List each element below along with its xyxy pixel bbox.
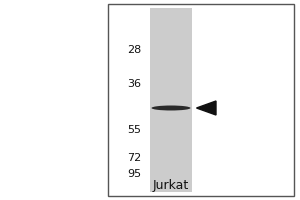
Text: 72: 72 [127, 153, 141, 163]
Polygon shape [196, 101, 216, 115]
Ellipse shape [152, 106, 190, 110]
Bar [108, 4, 294, 196]
Text: 55: 55 [127, 125, 141, 135]
Text: 28: 28 [127, 45, 141, 55]
Text: 36: 36 [127, 79, 141, 89]
Text: 95: 95 [127, 169, 141, 179]
Text: Jurkat: Jurkat [153, 180, 189, 192]
Bar [150, 8, 192, 192]
